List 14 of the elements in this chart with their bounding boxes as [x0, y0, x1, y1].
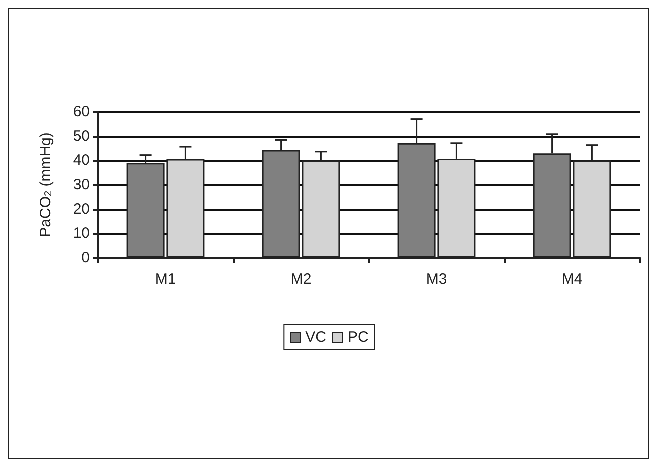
- y-tick-label: 30: [73, 176, 90, 194]
- x-tick-label: M1: [155, 271, 176, 288]
- y-tick-label: 60: [73, 104, 90, 120]
- x-tick-label: M3: [426, 271, 448, 288]
- legend-label: PC: [348, 329, 370, 346]
- y-axis-title: PaCO2 (mmHg): [38, 132, 54, 238]
- x-tick-label: M4: [562, 271, 583, 288]
- y-tick-label: 40: [73, 152, 90, 170]
- legend-label: VC: [306, 329, 327, 346]
- y-tick-label: 20: [73, 200, 90, 218]
- y-tick-label: 10: [73, 225, 90, 242]
- x-tick-label: M2: [290, 271, 312, 288]
- y-tick-label: 50: [73, 128, 90, 145]
- y-tick-label: 0: [82, 250, 90, 266]
